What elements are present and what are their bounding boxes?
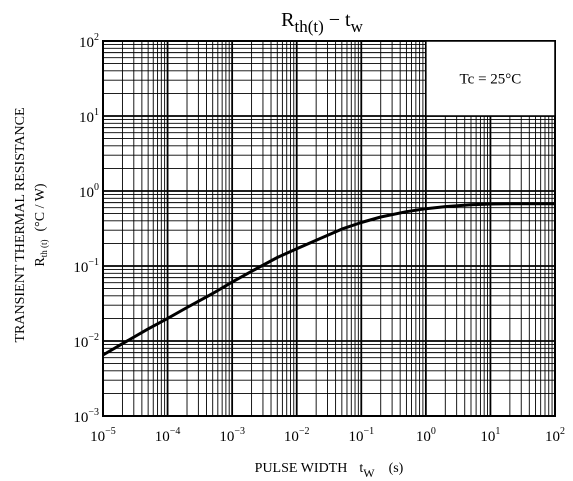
y-axis-label-unit: (°C / W): [33, 183, 48, 231]
x-tick-label: 100: [416, 426, 436, 445]
x-tick-label: 101: [480, 426, 500, 445]
x-tick-labels: 10−5 10−4 10−3 10−2 10−1 100 101 102: [90, 426, 565, 445]
title-main: R: [281, 9, 295, 31]
y-tick-label: 101: [79, 107, 99, 126]
title-var-sub: w: [351, 17, 364, 36]
title-sub: th(t): [294, 17, 323, 36]
x-tick-label: 10−2: [284, 426, 310, 445]
x-axis-label-unit: (s): [389, 461, 404, 476]
x-axis-label-text: PULSE WIDTH: [255, 461, 348, 476]
x-tick-label: 10−5: [90, 426, 116, 445]
y-axis-label-line1: TRANSIENT THERMAL RESISTANCE: [13, 107, 28, 342]
y-tick-label: 10−3: [73, 407, 99, 426]
y-axis-label-main: R: [33, 257, 48, 267]
title-dash: −: [324, 9, 345, 31]
chart-title: Rth(t) − tw: [281, 9, 363, 36]
x-tick-label: 10−1: [348, 426, 374, 445]
y-tick-label: 100: [79, 182, 99, 201]
x-axis-label-var: t: [359, 461, 363, 476]
series-line: [102, 202, 555, 357]
series-curve: [102, 202, 555, 357]
x-tick-label: 10−3: [219, 426, 245, 445]
y-axis-label-line2: Rth (t) (°C / W): [33, 183, 49, 267]
y-tick-label: 102: [79, 32, 99, 51]
y-tick-label: 10−1: [73, 257, 99, 276]
annotation-box: [425, 40, 556, 117]
y-tick-label: 10−2: [73, 332, 99, 351]
x-tick-label: 102: [545, 426, 565, 445]
plot-frame: [102, 40, 556, 417]
title-var: t: [345, 9, 351, 31]
x-axis-label: PULSE WIDTH tW (s): [255, 461, 404, 480]
x-axis-label-var-sub: W: [363, 466, 375, 480]
y-tick-labels: 10−3 10−2 10−1 100 101 102: [73, 32, 99, 426]
x-tick-label: 10−4: [155, 426, 181, 445]
y-axis-label-sub: th (t): [39, 240, 49, 258]
annotation-text: Tc = 25°C: [460, 72, 522, 88]
y-axis-label: TRANSIENT THERMAL RESISTANCE Rth (t) (°C …: [13, 107, 49, 342]
